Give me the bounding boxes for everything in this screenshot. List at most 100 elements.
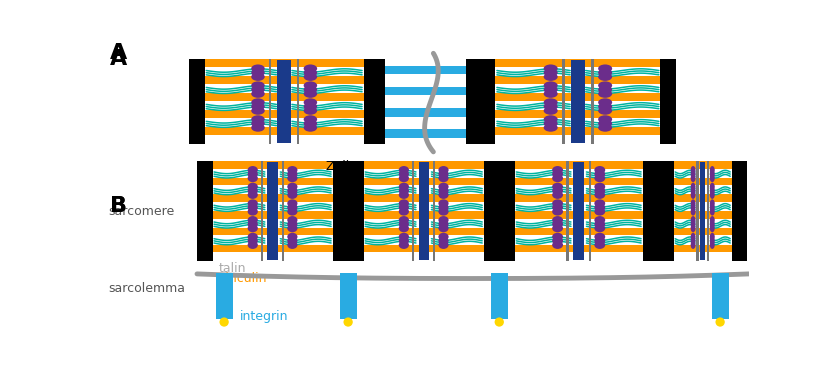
Ellipse shape xyxy=(594,170,605,178)
Bar xyxy=(205,84,364,93)
Ellipse shape xyxy=(552,183,563,191)
Text: talin: talin xyxy=(219,263,246,276)
Ellipse shape xyxy=(552,224,563,232)
Ellipse shape xyxy=(543,119,557,128)
Bar xyxy=(674,185,732,195)
Ellipse shape xyxy=(304,119,317,128)
Ellipse shape xyxy=(691,207,696,215)
Ellipse shape xyxy=(543,65,557,73)
Ellipse shape xyxy=(691,224,696,232)
Ellipse shape xyxy=(438,170,448,178)
Bar xyxy=(658,161,674,261)
Ellipse shape xyxy=(543,69,557,77)
Bar xyxy=(674,218,732,228)
Ellipse shape xyxy=(251,103,265,111)
Ellipse shape xyxy=(710,237,715,245)
Bar xyxy=(364,235,483,244)
Ellipse shape xyxy=(691,183,696,191)
Ellipse shape xyxy=(598,115,612,124)
Ellipse shape xyxy=(399,191,409,199)
Ellipse shape xyxy=(438,224,448,232)
Bar xyxy=(333,161,348,261)
Bar xyxy=(495,118,661,127)
Ellipse shape xyxy=(399,170,409,178)
Bar xyxy=(260,161,263,261)
Ellipse shape xyxy=(248,183,258,191)
Ellipse shape xyxy=(710,224,715,232)
Ellipse shape xyxy=(438,191,448,199)
Ellipse shape xyxy=(287,233,298,241)
Bar xyxy=(197,161,212,261)
Ellipse shape xyxy=(304,124,317,132)
Bar xyxy=(412,161,414,261)
Ellipse shape xyxy=(691,191,696,199)
Ellipse shape xyxy=(691,170,696,178)
Ellipse shape xyxy=(598,73,612,81)
Ellipse shape xyxy=(598,65,612,73)
Ellipse shape xyxy=(304,81,317,90)
Bar xyxy=(205,101,364,110)
Ellipse shape xyxy=(552,220,563,228)
Ellipse shape xyxy=(251,90,265,98)
Ellipse shape xyxy=(248,233,258,241)
Ellipse shape xyxy=(691,220,696,228)
Ellipse shape xyxy=(287,191,298,199)
Ellipse shape xyxy=(304,86,317,94)
Ellipse shape xyxy=(691,237,696,245)
Bar xyxy=(269,59,271,144)
Bar xyxy=(495,67,661,76)
Ellipse shape xyxy=(251,115,265,124)
Bar xyxy=(483,161,499,261)
Ellipse shape xyxy=(691,166,696,174)
Ellipse shape xyxy=(594,241,605,249)
Ellipse shape xyxy=(399,241,409,249)
Bar xyxy=(589,161,591,261)
Bar xyxy=(277,60,291,143)
Ellipse shape xyxy=(304,107,317,115)
Bar xyxy=(495,84,661,93)
Bar xyxy=(205,67,364,76)
Ellipse shape xyxy=(710,191,715,199)
Ellipse shape xyxy=(248,203,258,212)
Text: vinculin: vinculin xyxy=(219,272,267,285)
Text: A: A xyxy=(110,43,127,63)
Ellipse shape xyxy=(710,233,715,241)
Ellipse shape xyxy=(598,86,612,94)
Ellipse shape xyxy=(552,187,563,195)
Ellipse shape xyxy=(251,124,265,132)
Ellipse shape xyxy=(691,216,696,224)
Ellipse shape xyxy=(399,220,409,228)
Ellipse shape xyxy=(287,174,298,182)
Ellipse shape xyxy=(399,233,409,241)
Bar xyxy=(282,161,285,261)
Bar xyxy=(466,59,482,144)
Ellipse shape xyxy=(251,119,265,128)
Ellipse shape xyxy=(248,237,258,245)
Ellipse shape xyxy=(552,216,563,224)
Ellipse shape xyxy=(304,98,317,106)
Bar xyxy=(674,235,732,244)
Bar xyxy=(433,161,435,261)
Circle shape xyxy=(716,317,725,327)
Ellipse shape xyxy=(438,241,448,249)
Ellipse shape xyxy=(251,107,265,115)
Ellipse shape xyxy=(438,216,448,224)
Ellipse shape xyxy=(304,65,317,73)
Ellipse shape xyxy=(438,203,448,212)
Ellipse shape xyxy=(594,174,605,182)
Ellipse shape xyxy=(399,183,409,191)
Ellipse shape xyxy=(399,203,409,212)
Ellipse shape xyxy=(399,200,409,207)
Ellipse shape xyxy=(710,203,715,212)
Bar xyxy=(205,118,364,127)
Bar xyxy=(515,218,642,228)
Bar xyxy=(189,59,205,144)
Bar xyxy=(592,59,593,144)
Bar xyxy=(706,161,709,261)
Ellipse shape xyxy=(438,237,448,245)
Ellipse shape xyxy=(552,203,563,212)
Ellipse shape xyxy=(598,119,612,128)
Bar xyxy=(499,161,515,261)
Ellipse shape xyxy=(594,220,605,228)
Ellipse shape xyxy=(710,187,715,195)
